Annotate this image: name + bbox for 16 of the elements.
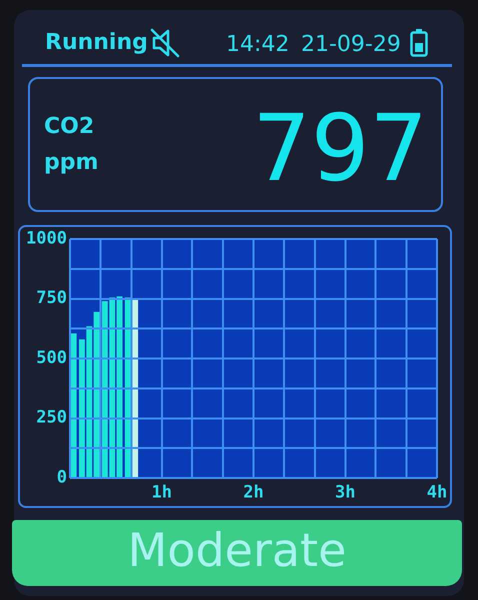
y-tick-label: 750	[36, 288, 67, 308]
y-tick-label: 250	[36, 408, 67, 428]
text: Running	[45, 30, 148, 56]
text: 797	[252, 95, 428, 202]
x-tick-label: 4h	[426, 482, 448, 503]
y-tick-label: 1000	[26, 228, 67, 248]
text: CO2	[44, 114, 94, 140]
y-tick-label: 500	[36, 348, 67, 368]
text: Moderate	[126, 523, 348, 577]
text: 14:42	[226, 32, 290, 58]
text: ppm	[44, 150, 98, 176]
text: 21-09-29	[301, 32, 401, 58]
x-tick-label: 3h	[335, 482, 356, 503]
x-tick-label: 1h	[152, 482, 172, 503]
y-tick-label: 0	[56, 467, 67, 488]
x-tick-label: 2h	[243, 482, 264, 503]
